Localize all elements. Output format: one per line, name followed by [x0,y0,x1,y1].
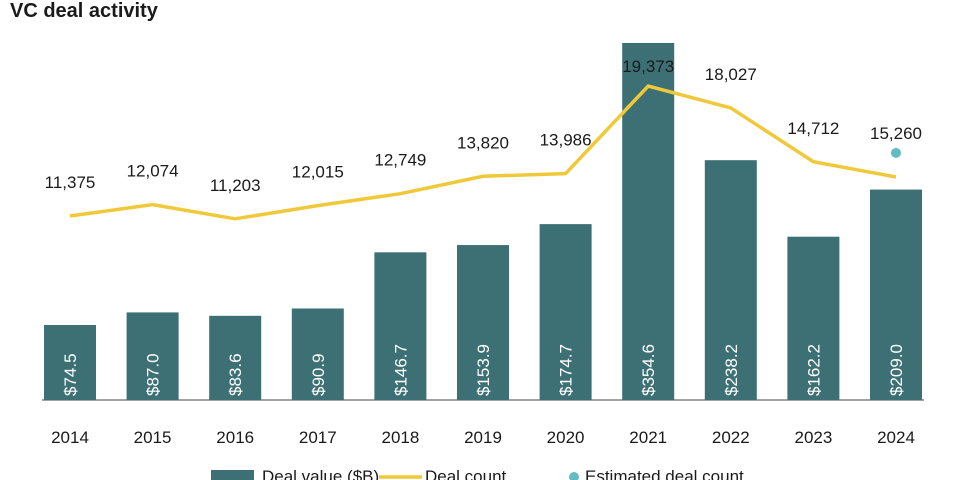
deal-count-label: 14,712 [787,119,839,138]
bar-2022 [704,160,757,400]
bar-value-label: $74.5 [61,353,80,396]
x-tick-label: 2024 [877,428,915,447]
bar-value-label: $83.6 [226,353,245,396]
bar-value-label: $174.7 [557,344,576,396]
x-tick-label: 2018 [381,428,419,447]
bar-value-label: $90.9 [309,353,328,396]
bar-2020 [539,224,592,400]
bar-value-label: $162.2 [804,344,823,396]
deal-count-label: 11,203 [210,176,261,195]
bar-value-label: $146.7 [391,344,410,396]
legend-label-deal-count: Deal count [425,467,507,480]
legend-label-deal-value: Deal value ($B) [262,467,379,480]
bar-2023 [787,236,840,400]
bar-2015 [126,312,179,400]
deal-count-label: 13,820 [457,133,509,152]
x-tick-label: 2014 [51,428,89,447]
legend-swatch-estimated [569,472,579,480]
x-tick-label: 2022 [712,428,750,447]
bar-value-label: $238.2 [722,344,741,396]
bar-2018 [374,252,427,400]
bar-2014 [44,324,96,400]
chart-title: VC deal activity [10,0,158,22]
deal-count-label: 11,375 [45,173,96,192]
deal-count-label: 18,027 [705,65,757,84]
x-tick-label: 2015 [134,428,172,447]
bar-2016 [209,315,262,400]
bar-value-label: $209.0 [887,344,906,396]
x-tick-label: 2019 [464,428,502,447]
estimated-deal-count-point [891,147,901,158]
x-tick-label: 2017 [299,428,337,447]
bar-value-label: $354.6 [639,344,658,396]
estimated-deal-count-label: 15,260 [870,124,922,143]
bar-2024 [870,189,922,400]
deal-count-label: 19,373 [622,57,674,76]
bar-2019 [457,245,509,400]
legend-swatch-deal-value [211,470,254,480]
x-tick-label: 2016 [216,428,254,447]
deal-count-line [69,84,897,221]
deal-count-label: 13,986 [540,131,592,150]
deal-count-label: 12,749 [374,151,426,170]
bar-2017 [291,308,344,400]
bar-value-label: $153.9 [474,344,493,396]
deal-count-label: 12,015 [292,163,344,182]
x-tick-label: 2021 [629,428,667,447]
x-tick-label: 2023 [794,428,832,447]
deal-count-label: 12,074 [127,162,179,181]
bar-value-label: $87.0 [144,353,163,396]
x-tick-label: 2020 [547,428,585,447]
legend-label-estimated: Estimated deal count [585,467,744,480]
